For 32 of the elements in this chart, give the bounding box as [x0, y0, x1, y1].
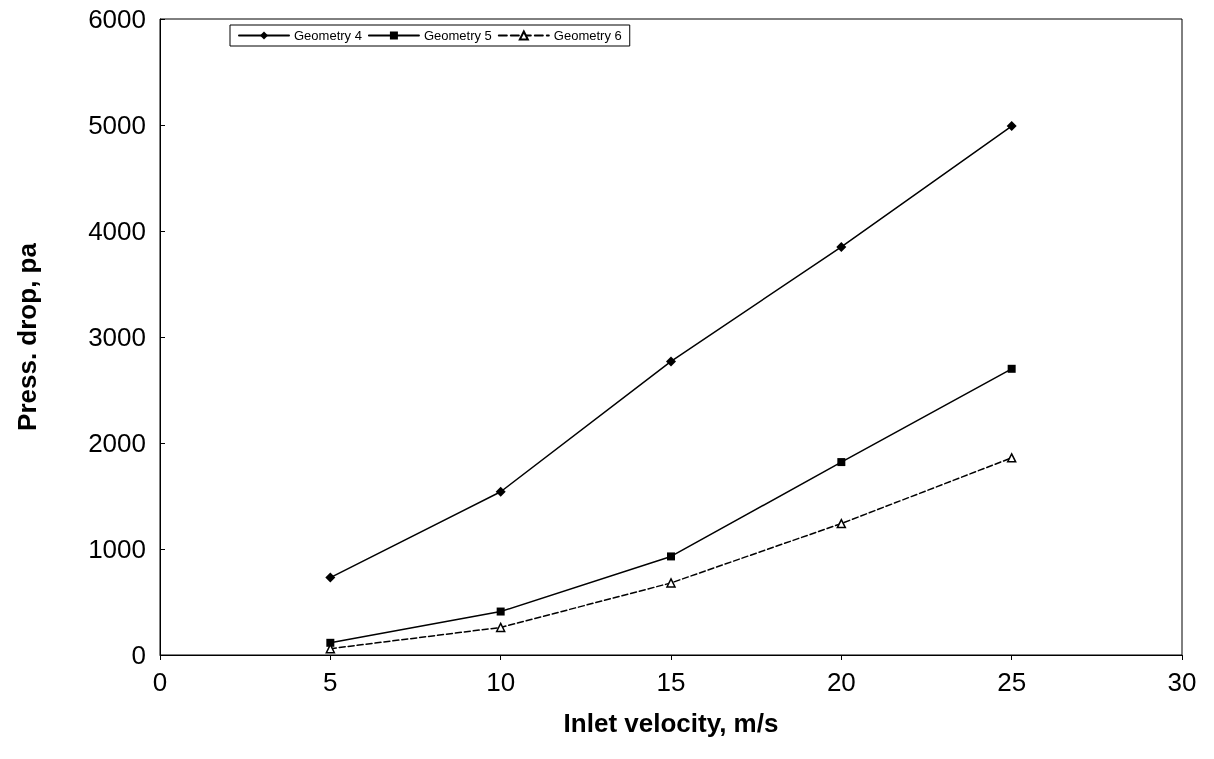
- y-tick-label: 3000: [88, 322, 146, 352]
- point: [325, 572, 336, 583]
- point: [667, 552, 675, 561]
- point: [1006, 453, 1017, 463]
- x-axis-title: Inlet velocity, m/s: [563, 708, 779, 738]
- x-tick-label: 0: [152, 667, 168, 697]
- y-tick-label: 2000: [88, 428, 146, 458]
- x-tick-label: 25: [997, 667, 1027, 697]
- point: [495, 622, 506, 633]
- point: [837, 458, 846, 467]
- x-tick-label: 20: [826, 667, 856, 697]
- point: [1006, 121, 1017, 132]
- y-tick-label: 0: [131, 640, 146, 670]
- x-tick-label: 15: [656, 667, 686, 697]
- point: [1007, 364, 1016, 373]
- point: [666, 578, 676, 588]
- y-tick-label: 6000: [88, 4, 146, 34]
- x-tick-label: 5: [323, 667, 338, 697]
- y-tick-label: 4000: [88, 216, 146, 246]
- x-tick-label: 10: [486, 667, 516, 697]
- legend-label: Geometry 4: [294, 28, 362, 43]
- legend-label: Geometry 5: [423, 28, 492, 43]
- legend-label: Geometry 6: [553, 28, 622, 43]
- point: [836, 241, 847, 252]
- point: [496, 607, 505, 616]
- x-tick-label: 30: [1167, 667, 1197, 697]
- point: [836, 518, 847, 529]
- y-tick-label: 5000: [88, 110, 146, 140]
- y-axis-title: Press. drop, pa: [12, 242, 42, 431]
- y-tick-label: 1000: [88, 534, 146, 564]
- point: [495, 486, 506, 497]
- point: [666, 356, 676, 367]
